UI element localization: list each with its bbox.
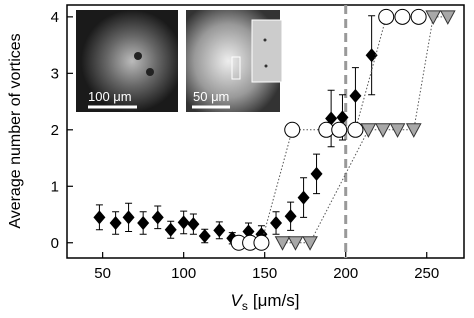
diamond-point [284, 209, 297, 224]
plot-frame [66, 4, 465, 259]
y-tick-label: 2 [51, 122, 59, 139]
triangle-point [405, 123, 422, 138]
diamond-point [164, 222, 177, 237]
y-tick-label: 4 [51, 9, 59, 26]
diamond-point [109, 215, 122, 230]
triangle-point [360, 123, 377, 138]
triangle-point [274, 236, 291, 251]
diamond-point [349, 88, 362, 103]
diamond-point [325, 111, 338, 126]
circle-point [347, 121, 364, 138]
triangle-point [287, 236, 304, 251]
diamond-point [93, 210, 106, 225]
x-tick-label: 200 [333, 265, 358, 282]
x-label-subscript: s [242, 299, 248, 313]
circle-point [331, 121, 348, 138]
diamond-point [151, 210, 164, 225]
diamond-point [198, 228, 211, 243]
circle-point [253, 234, 270, 251]
diamond-point [122, 210, 135, 225]
inset-1: 100 μm [76, 10, 178, 112]
inset-2: 50 μm [186, 10, 283, 112]
inset-label: 50 μm [193, 89, 229, 104]
x-axis-label: Vs [μm/s] [231, 291, 300, 313]
y-tick-label: 1 [51, 178, 59, 195]
y-axis-label: Average number of vortices [7, 33, 24, 228]
y-tick-label: 3 [51, 65, 59, 82]
diamond-point [177, 215, 190, 230]
diamond-point [187, 217, 200, 232]
circle-point [284, 121, 301, 138]
triangle-point [302, 236, 318, 251]
triangle-point [389, 123, 406, 138]
circle-point [378, 8, 395, 25]
diamond-point [310, 166, 323, 181]
x-label-unit: [μm/s] [253, 291, 300, 310]
diamond-point [297, 190, 310, 205]
x-tick-label: 250 [414, 265, 439, 282]
x-tick-label: 50 [94, 265, 111, 282]
triangle-point [439, 10, 456, 25]
circle-point [410, 8, 427, 25]
inset-label: 100 μm [88, 89, 132, 104]
y-tick-label: 0 [51, 235, 59, 252]
diamond-point [213, 223, 226, 238]
diamond-point [336, 110, 349, 125]
diamond-point [270, 215, 283, 230]
x-label-symbol: V [231, 291, 244, 310]
x-tick-label: 150 [252, 265, 277, 282]
diamond-point [137, 215, 150, 230]
triangle-point [425, 10, 442, 25]
x-tick-label: 100 [171, 265, 196, 282]
circle-point [394, 8, 411, 25]
triangle-point [375, 123, 391, 138]
